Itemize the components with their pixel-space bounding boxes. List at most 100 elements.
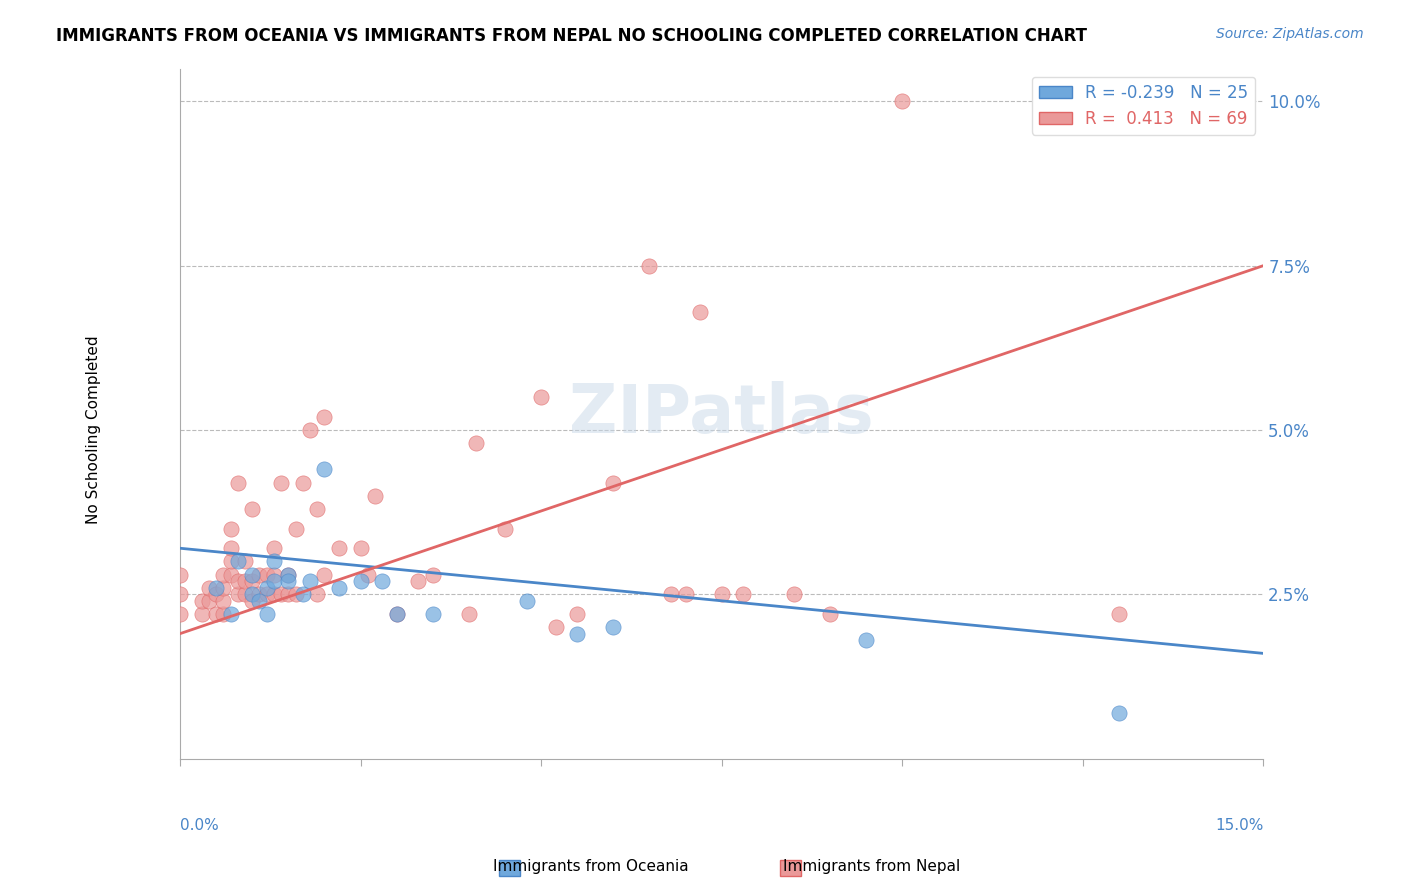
Point: [219, 541, 242, 556]
Point: [256, 607, 278, 621]
Point: [710, 587, 733, 601]
Point: [385, 607, 408, 621]
Point: [733, 587, 755, 601]
Point: [219, 567, 242, 582]
Text: 0.0%: 0.0%: [180, 818, 219, 832]
Point: [256, 587, 278, 601]
Point: [240, 501, 263, 516]
Point: [675, 587, 697, 601]
Point: [465, 436, 488, 450]
Point: [212, 581, 235, 595]
Point: [349, 574, 371, 588]
Point: [226, 554, 249, 568]
Point: [212, 607, 235, 621]
Text: Immigrants from Nepal: Immigrants from Nepal: [783, 859, 960, 874]
Point: [314, 462, 336, 476]
Point: [256, 581, 278, 595]
Point: [240, 574, 263, 588]
Point: [530, 390, 553, 404]
Text: ZIPatlas: ZIPatlas: [569, 381, 875, 447]
Point: [270, 475, 292, 490]
Point: [891, 95, 914, 109]
Point: [249, 587, 271, 601]
Point: [371, 574, 394, 588]
Point: [277, 587, 299, 601]
Point: [226, 587, 249, 601]
Point: [307, 587, 329, 601]
Point: [364, 489, 387, 503]
Point: [240, 587, 263, 601]
Point: [205, 581, 228, 595]
Point: [190, 607, 212, 621]
Point: [226, 574, 249, 588]
Point: [567, 607, 589, 621]
Point: [190, 594, 212, 608]
Point: [277, 567, 299, 582]
Point: [422, 567, 444, 582]
Point: [240, 594, 263, 608]
Point: [219, 607, 242, 621]
Point: [284, 522, 307, 536]
Point: [457, 607, 479, 621]
Point: [263, 587, 285, 601]
Point: [249, 594, 271, 608]
Point: [219, 522, 242, 536]
Point: [233, 554, 256, 568]
Point: [169, 587, 191, 601]
Text: IMMIGRANTS FROM OCEANIA VS IMMIGRANTS FROM NEPAL NO SCHOOLING COMPLETED CORRELAT: IMMIGRANTS FROM OCEANIA VS IMMIGRANTS FR…: [56, 27, 1087, 45]
Point: [314, 567, 336, 582]
Point: [198, 581, 221, 595]
Point: [205, 587, 228, 601]
Point: [818, 607, 841, 621]
Point: [169, 567, 191, 582]
Point: [689, 304, 711, 318]
Point: [277, 567, 299, 582]
Point: [298, 574, 321, 588]
Point: [291, 587, 314, 601]
Point: [291, 475, 314, 490]
Point: [314, 409, 336, 424]
Point: [263, 574, 285, 588]
Point: [408, 574, 430, 588]
Point: [544, 620, 567, 634]
Point: [1108, 607, 1130, 621]
Point: [212, 567, 235, 582]
Point: [198, 594, 221, 608]
Point: [226, 475, 249, 490]
Text: Source: ZipAtlas.com: Source: ZipAtlas.com: [1216, 27, 1364, 41]
Point: [233, 587, 256, 601]
Point: [284, 587, 307, 601]
Text: 15.0%: 15.0%: [1215, 818, 1264, 832]
Point: [212, 594, 235, 608]
Point: [422, 607, 444, 621]
Point: [385, 607, 408, 621]
Point: [270, 587, 292, 601]
Point: [567, 626, 589, 640]
Point: [855, 633, 877, 648]
Point: [263, 567, 285, 582]
Point: [602, 475, 624, 490]
Point: [256, 567, 278, 582]
Point: [516, 594, 538, 608]
Point: [328, 541, 350, 556]
Point: [638, 259, 661, 273]
Point: [169, 607, 191, 621]
Point: [602, 620, 624, 634]
Point: [263, 554, 285, 568]
Point: [240, 567, 263, 582]
Point: [494, 522, 516, 536]
Point: [783, 587, 806, 601]
Point: [357, 567, 380, 582]
Point: [307, 501, 329, 516]
Point: [205, 607, 228, 621]
Point: [219, 554, 242, 568]
Text: No Schooling Completed: No Schooling Completed: [86, 335, 101, 524]
Point: [233, 574, 256, 588]
Point: [263, 541, 285, 556]
Point: [659, 587, 682, 601]
Point: [328, 581, 350, 595]
Point: [249, 567, 271, 582]
Point: [349, 541, 371, 556]
Legend: R = -0.239   N = 25, R =  0.413   N = 69: R = -0.239 N = 25, R = 0.413 N = 69: [1032, 77, 1256, 135]
Point: [277, 574, 299, 588]
